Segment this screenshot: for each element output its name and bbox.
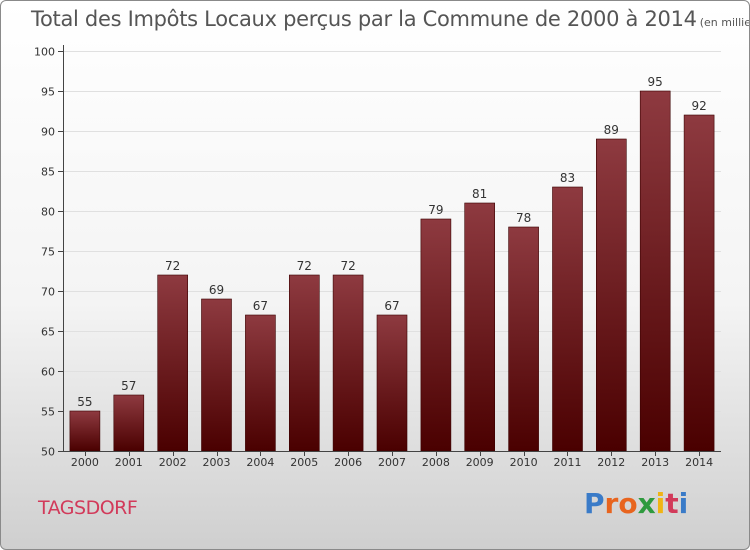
y-tick-label-100: 100 — [34, 46, 55, 59]
x-tick-label-2006: 2006 — [334, 456, 362, 469]
x-tick-label-2012: 2012 — [597, 456, 625, 469]
logo-letter: i — [655, 487, 666, 520]
y-tick-label-95: 95 — [41, 86, 55, 99]
bar-2002 — [157, 274, 188, 452]
value-label-2004: 67 — [253, 299, 268, 313]
y-tick-label-85: 85 — [41, 166, 55, 179]
value-label-2005: 72 — [297, 259, 312, 273]
bar-2003 — [201, 298, 232, 452]
value-label-2003: 69 — [209, 283, 224, 297]
value-label-2014: 92 — [691, 99, 706, 113]
y-tick-label-60: 60 — [41, 366, 55, 379]
logo-letter: r — [604, 487, 619, 520]
y-tick-label-80: 80 — [41, 206, 55, 219]
value-label-2006: 72 — [340, 259, 355, 273]
labels: 50 55 60 65 70 75 80 85 90 95 100 55 2000 57 2001 72 200… — [34, 46, 713, 470]
proxiti-logo: Proxiti — [584, 487, 688, 520]
value-label-2013: 95 — [648, 75, 663, 89]
y-tick-label-75: 75 — [41, 246, 55, 259]
bars — [69, 90, 715, 452]
x-tick-label-2002: 2002 — [159, 456, 187, 469]
bar-2005 — [288, 274, 320, 452]
chart-unit: (en milliers d'€) — [699, 16, 750, 29]
x-tick-label-2008: 2008 — [422, 456, 450, 469]
y-tick-label-70: 70 — [41, 286, 55, 299]
y-tick-label-90: 90 — [41, 126, 55, 139]
bar-2012 — [595, 138, 627, 452]
y-tick-label-65: 65 — [41, 326, 55, 339]
x-tick-label-2010: 2010 — [510, 456, 538, 469]
bar-2009 — [464, 202, 496, 452]
x-tick-label-2011: 2011 — [554, 456, 582, 469]
axes — [58, 45, 721, 456]
bar-2000 — [69, 410, 101, 452]
value-label-2009: 81 — [472, 187, 487, 201]
x-tick-label-2004: 2004 — [246, 456, 274, 469]
x-tick-label-2001: 2001 — [115, 456, 143, 469]
bar-2008 — [420, 218, 452, 452]
y-tick-label-55: 55 — [41, 406, 55, 419]
x-tick-label-2005: 2005 — [290, 456, 318, 469]
logo-letter: i — [678, 487, 689, 520]
value-label-2007: 67 — [384, 299, 399, 313]
bar-2004 — [245, 314, 276, 452]
bar-2006 — [332, 274, 364, 452]
bar-2013 — [639, 90, 671, 452]
logo-letter: x — [637, 487, 656, 520]
value-label-2010: 78 — [516, 211, 531, 225]
logo-letter: o — [618, 487, 638, 520]
logo-letter: t — [665, 487, 679, 520]
value-label-2012: 89 — [604, 123, 619, 137]
x-tick-label-2000: 2000 — [71, 456, 99, 469]
x-tick-label-2013: 2013 — [641, 456, 669, 469]
value-label-2000: 55 — [77, 395, 92, 409]
logo-letter: P — [584, 487, 605, 520]
commune-name: TAGSDORF — [38, 497, 138, 519]
y-tick-label-50: 50 — [41, 446, 55, 459]
value-label-2011: 83 — [560, 171, 575, 185]
value-label-2008: 79 — [428, 203, 443, 217]
bar-2001 — [113, 394, 145, 452]
value-label-2001: 57 — [121, 379, 136, 393]
bar-2010 — [508, 226, 539, 452]
value-label-2002: 72 — [165, 259, 180, 273]
bar-2007 — [376, 314, 408, 452]
x-tick-label-2003: 2003 — [203, 456, 231, 469]
chart-title: Total des Impôts Locaux perçus par la Co… — [31, 7, 697, 31]
x-tick-label-2014: 2014 — [685, 456, 713, 469]
x-tick-label-2009: 2009 — [466, 456, 494, 469]
x-tick-label-2007: 2007 — [378, 456, 406, 469]
title-row: Total des Impôts Locaux perçus par la Co… — [31, 7, 750, 31]
bar-2014 — [683, 114, 715, 452]
bar-2011 — [552, 186, 583, 452]
